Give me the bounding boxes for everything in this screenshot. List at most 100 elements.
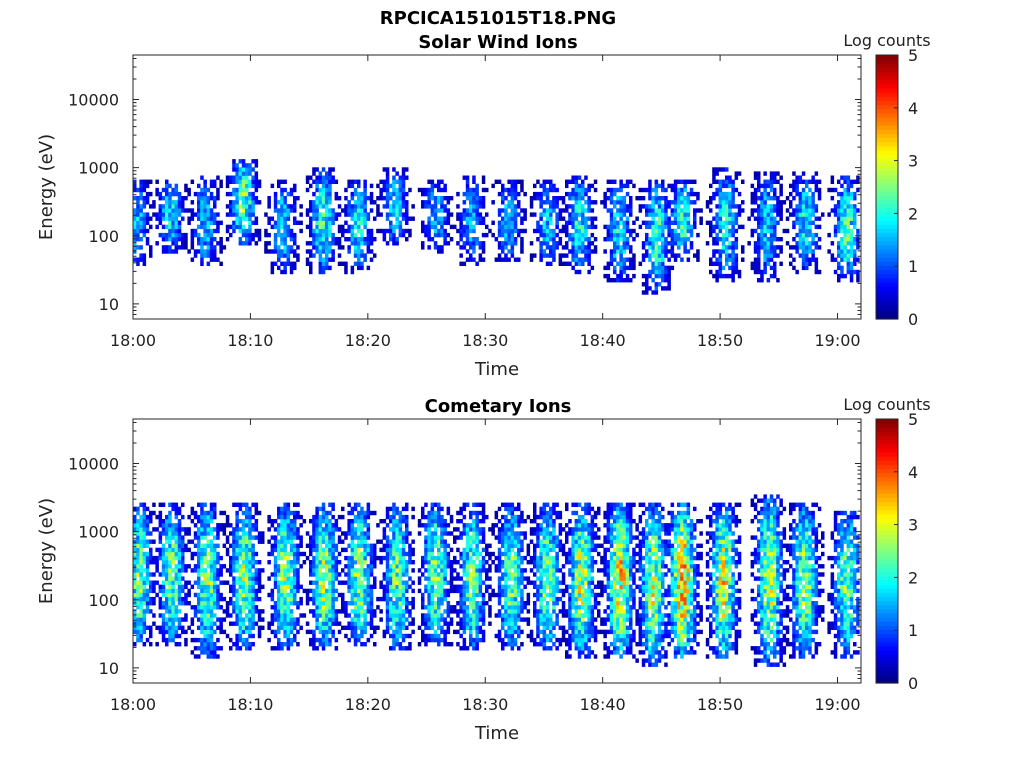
count-cell (305, 543, 310, 548)
count-cell (184, 232, 188, 238)
count-cell (763, 204, 767, 209)
count-cell (667, 278, 671, 283)
count-cell (465, 179, 470, 184)
count-cell (574, 241, 579, 246)
count-cell (385, 543, 390, 548)
colorbar-step (876, 224, 898, 229)
count-cell (715, 220, 719, 225)
count-cell (139, 539, 143, 544)
count-cell (293, 555, 297, 561)
count-cell (161, 196, 166, 201)
count-cell (273, 601, 278, 606)
colorbar-step (876, 182, 898, 188)
count-cell (587, 208, 591, 213)
count-cell (856, 273, 860, 279)
count-cell (472, 228, 476, 234)
count-cell (277, 637, 281, 643)
count-cell (347, 564, 351, 569)
count-cell (725, 257, 729, 262)
count-cell (533, 191, 537, 197)
count-cell (238, 605, 243, 610)
count-cell (763, 253, 767, 258)
count-cell (238, 637, 243, 643)
count-cell (753, 200, 758, 205)
count-cell (213, 543, 217, 548)
count-cell (814, 204, 819, 209)
count-cell (760, 220, 764, 225)
count-cell (200, 650, 204, 655)
count-cell (318, 605, 323, 610)
count-cell (193, 232, 198, 238)
count-cell (248, 621, 252, 626)
count-cell (161, 617, 166, 622)
count-cell (133, 625, 137, 630)
count-cell (235, 510, 239, 516)
count-cell (801, 253, 806, 258)
count-cell (846, 191, 851, 197)
count-cell (328, 249, 332, 254)
count-cell (344, 269, 348, 275)
count-cell (190, 551, 195, 557)
count-cell (811, 179, 815, 184)
count-cell (763, 220, 767, 225)
count-cell (725, 208, 729, 213)
count-cell (283, 187, 287, 193)
count-cell (478, 241, 483, 246)
count-cell (814, 265, 819, 271)
count-cell (197, 543, 201, 548)
count-cell (715, 261, 719, 266)
count-cell (584, 237, 588, 242)
count-cell (235, 175, 239, 180)
count-cell (769, 273, 774, 279)
count-cell (670, 241, 675, 246)
count-cell (398, 617, 403, 622)
count-cell (366, 249, 371, 254)
count-cell (478, 220, 483, 225)
count-cell (366, 265, 371, 271)
count-cell (158, 204, 163, 209)
count-cell (219, 241, 223, 246)
count-cell (136, 551, 140, 557)
count-cell (190, 237, 195, 242)
colorbar-step (876, 281, 898, 287)
count-cell (225, 613, 230, 618)
count-cell (213, 249, 217, 254)
count-cell (645, 204, 649, 209)
count-cell (248, 564, 252, 569)
count-cell (382, 527, 387, 532)
count-cell (465, 212, 470, 217)
count-cell (350, 531, 355, 536)
count-cell (760, 232, 764, 238)
count-cell (811, 232, 815, 238)
count-cell (318, 519, 323, 524)
count-cell (289, 261, 294, 266)
count-cell (369, 249, 374, 254)
count-cell (549, 249, 553, 254)
count-cell (190, 212, 195, 217)
count-cell (197, 502, 201, 507)
count-cell (360, 543, 364, 548)
count-cell (165, 588, 169, 594)
count-cell (757, 237, 761, 242)
count-cell (401, 646, 406, 651)
count-cell (331, 560, 335, 565)
count-cell (709, 220, 713, 225)
count-cell (837, 273, 841, 279)
count-cell (385, 183, 390, 189)
count-cell (613, 265, 617, 271)
count-cell (728, 200, 732, 205)
count-cell (177, 601, 182, 606)
count-cell (638, 261, 643, 266)
count-cell (283, 633, 287, 639)
count-cell (248, 551, 252, 557)
count-cell (443, 220, 447, 225)
count-cell (853, 196, 857, 201)
count-cell (520, 245, 524, 250)
count-cell (328, 637, 332, 643)
count-cell (321, 596, 326, 602)
count-cell (161, 232, 166, 238)
count-cell (766, 208, 771, 213)
count-cell (357, 514, 361, 520)
count-cell (648, 245, 652, 250)
